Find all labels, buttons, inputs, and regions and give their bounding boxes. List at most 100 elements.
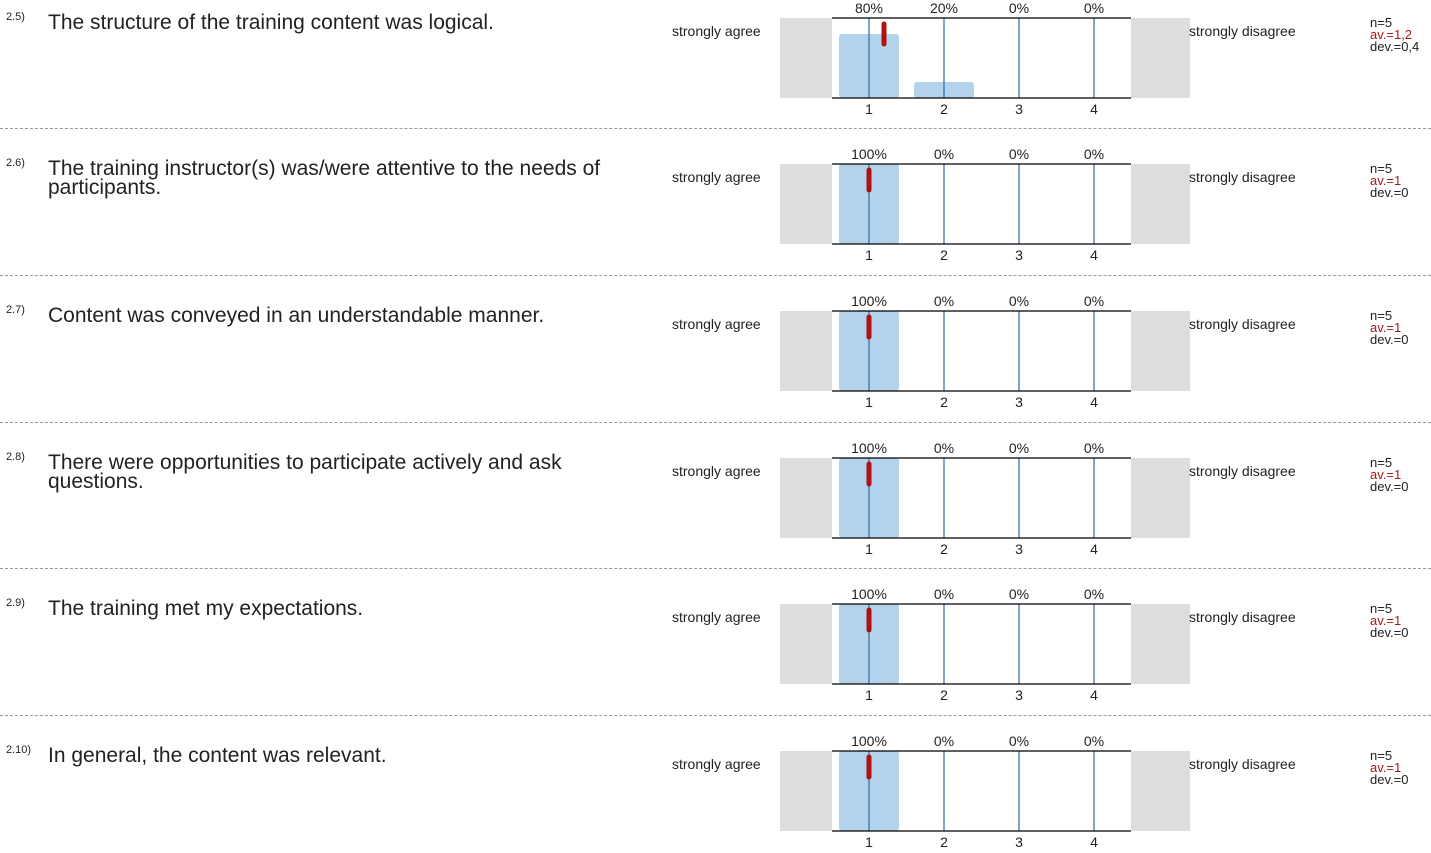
question-row: 2.6) The training instructor(s) was/were… xyxy=(0,146,1431,266)
stats-block: n=5 av.=1 dev.=0 xyxy=(1370,748,1409,787)
percent-label: 100% xyxy=(851,440,887,456)
stats-block: n=5 av.=1 dev.=0 xyxy=(1370,308,1409,347)
side-panel-left xyxy=(780,164,832,244)
stat-deviation: dev.=0 xyxy=(1370,479,1409,494)
distribution-chart: 80% 20% 0% 0% 1 2 3 4 xyxy=(780,0,1190,117)
distribution-chart: 100% 0% 0% 0% 1 2 3 4 xyxy=(780,733,1190,850)
percent-label: 100% xyxy=(851,293,887,309)
stat-n: n=5 xyxy=(1370,161,1393,176)
scale-right-label: strongly disagree xyxy=(1189,316,1296,332)
question-number: 2.6) xyxy=(6,157,25,169)
question-number: 2.10) xyxy=(6,744,32,756)
percent-label: 0% xyxy=(934,293,954,309)
percent-label: 0% xyxy=(1009,0,1029,16)
stat-n: n=5 xyxy=(1370,748,1393,763)
side-panel-right xyxy=(1131,311,1190,391)
percent-label: 100% xyxy=(851,733,887,749)
category-label: 2 xyxy=(940,394,948,410)
category-label: 2 xyxy=(940,834,948,850)
distribution-chart: 100% 0% 0% 0% 1 2 3 4 xyxy=(780,586,1190,703)
stat-deviation: dev.=0 xyxy=(1370,772,1409,787)
stats-block: n=5 av.=1 dev.=0 xyxy=(1370,161,1409,200)
row-divider xyxy=(0,128,1431,129)
category-label: 3 xyxy=(1015,394,1023,410)
scale-right-label: strongly disagree xyxy=(1189,169,1296,185)
percent-label: 0% xyxy=(1084,733,1104,749)
stat-average: av.=1 xyxy=(1370,467,1402,482)
question-row: 2.10) In general, the content was releva… xyxy=(0,733,1431,853)
stats-block: n=5 av.=1,2 dev.=0,4 xyxy=(1370,15,1420,54)
question-row: 2.7) Content was conveyed in an understa… xyxy=(0,293,1431,413)
stat-deviation: dev.=0,4 xyxy=(1370,39,1420,54)
percent-label: 0% xyxy=(1084,293,1104,309)
question-text: Content was conveyed in an understandabl… xyxy=(48,304,545,327)
question-text: The training instructor(s) was/were atte… xyxy=(48,157,601,199)
side-panel-right xyxy=(1131,604,1190,684)
category-label: 4 xyxy=(1090,101,1098,117)
percent-label: 0% xyxy=(934,586,954,602)
percent-label: 0% xyxy=(934,146,954,162)
stat-n: n=5 xyxy=(1370,15,1393,30)
scale-left-label: strongly agree xyxy=(672,316,761,332)
side-panel-right xyxy=(1131,18,1190,98)
category-label: 1 xyxy=(865,834,873,850)
category-label: 4 xyxy=(1090,394,1098,410)
percent-label: 20% xyxy=(930,0,958,16)
scale-right-label: strongly disagree xyxy=(1189,609,1296,625)
question-text: The structure of the training content wa… xyxy=(48,11,494,34)
stat-n: n=5 xyxy=(1370,308,1393,323)
percent-label: 80% xyxy=(855,0,883,16)
stat-average: av.=1 xyxy=(1370,320,1402,335)
side-panel-right xyxy=(1131,458,1190,538)
stat-deviation: dev.=0 xyxy=(1370,332,1409,347)
percent-label: 0% xyxy=(1009,146,1029,162)
stats-block: n=5 av.=1 dev.=0 xyxy=(1370,456,1409,494)
side-panel-left xyxy=(780,458,832,538)
category-label: 1 xyxy=(865,687,873,703)
side-panel-right xyxy=(1131,751,1190,831)
percent-label: 0% xyxy=(1009,440,1029,456)
category-label: 2 xyxy=(940,247,948,263)
question-text: There were opportunities to participate … xyxy=(48,451,562,493)
percent-label: 0% xyxy=(1084,0,1104,16)
percent-label: 100% xyxy=(851,586,887,602)
stat-deviation: dev.=0 xyxy=(1370,185,1409,200)
stat-deviation: dev.=0 xyxy=(1370,625,1409,640)
category-label: 3 xyxy=(1015,101,1023,117)
percent-label: 0% xyxy=(934,733,954,749)
percent-label: 0% xyxy=(1084,440,1104,456)
scale-left-label: strongly agree xyxy=(672,756,761,772)
category-label: 2 xyxy=(940,687,948,703)
percent-label: 0% xyxy=(934,440,954,456)
question-number: 2.9) xyxy=(6,597,25,609)
question-text: The training met my expectations. xyxy=(48,597,364,620)
question-row: 2.5) The structure of the training conte… xyxy=(0,0,1431,120)
category-label: 2 xyxy=(940,101,948,117)
category-label: 4 xyxy=(1090,541,1098,557)
stat-average: av.=1 xyxy=(1370,760,1402,775)
percent-label: 0% xyxy=(1084,146,1104,162)
scale-left-label: strongly agree xyxy=(672,23,761,39)
stats-block: n=5 av.=1 dev.=0 xyxy=(1370,601,1409,640)
category-label: 1 xyxy=(865,101,873,117)
row-divider xyxy=(0,568,1431,569)
percent-label: 0% xyxy=(1009,586,1029,602)
percent-label: 0% xyxy=(1009,733,1029,749)
side-panel-left xyxy=(780,311,832,391)
stat-n: n=5 xyxy=(1370,601,1393,616)
stat-average: av.=1 xyxy=(1370,173,1402,188)
question-number: 2.8) xyxy=(6,451,25,463)
side-panel-right xyxy=(1131,164,1190,244)
category-label: 1 xyxy=(865,541,873,557)
category-label: 1 xyxy=(865,394,873,410)
percent-label: 0% xyxy=(1084,586,1104,602)
distribution-chart: 100% 0% 0% 0% 1 2 3 4 xyxy=(780,293,1190,410)
scale-right-label: strongly disagree xyxy=(1189,756,1296,772)
category-label: 3 xyxy=(1015,834,1023,850)
scale-right-label: strongly disagree xyxy=(1189,23,1296,39)
scale-right-label: strongly disagree xyxy=(1189,463,1296,479)
question-number: 2.5) xyxy=(6,11,25,23)
row-divider xyxy=(0,715,1431,716)
row-divider xyxy=(0,275,1431,276)
scale-left-label: strongly agree xyxy=(672,463,761,479)
